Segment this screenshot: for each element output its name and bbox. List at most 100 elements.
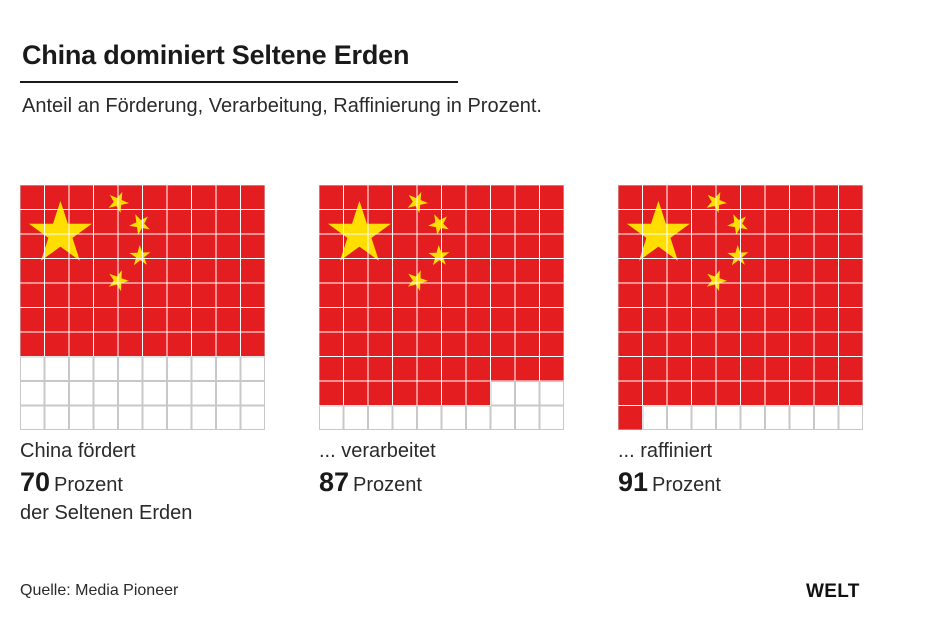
waffle-cell-filled [765,356,790,381]
waffle-cell-empty [466,405,491,430]
waffle-cell-filled [838,185,863,210]
waffle-cell-filled [191,185,216,210]
waffle-cell-empty [417,405,442,430]
empty-cell-outline [142,356,167,381]
waffle-cell-filled [319,234,344,259]
waffle-cell-empty [93,405,118,430]
waffle-cell-filled [118,185,143,210]
empty-cell-outline [20,381,45,406]
waffle-cell-empty [69,381,94,406]
caption-prefix: ... verarbeitet [319,440,436,462]
waffle-cell-filled [740,307,765,332]
waffle-cell-filled [814,381,839,406]
waffle-cell-filled [319,356,344,381]
waffle-cell-filled [240,185,265,210]
waffle-cell-filled [539,185,564,210]
waffle-cell-filled [642,307,667,332]
waffle-cell-filled [716,381,741,406]
waffle-cell-filled [441,381,466,406]
waffle-cell-filled [466,209,491,234]
caption-value: 91 [618,467,649,497]
waffle-cell-filled [368,356,393,381]
waffle-cell-empty [216,405,241,430]
waffle-cell-filled [838,234,863,259]
flag-small-star [108,192,129,213]
caption-suffix: der Seltenen Erden [20,502,193,524]
waffle-cell-filled [392,332,417,357]
waffle-cell-filled [142,332,167,357]
empty-cell-outline [417,405,442,430]
waffle-cell-filled [69,332,94,357]
welt-logo: WELT [806,581,860,602]
waffle-cell-filled [216,234,241,259]
waffle-cell-filled [216,185,241,210]
empty-cell-outline [515,381,540,406]
waffle-cell-filled [466,356,491,381]
waffle-cell-filled [44,332,69,357]
waffle-cell-empty [44,405,69,430]
waffle-cell-filled [765,234,790,259]
waffle-cell-empty [740,405,765,430]
caption-prefix: ... raffiniert [618,440,713,462]
empty-cell-outline [69,405,94,430]
empty-cell-outline [93,405,118,430]
waffle-cell-filled [667,332,692,357]
empty-cell-outline [44,405,69,430]
waffle-cell-empty [20,405,45,430]
waffle-cell-filled [515,332,540,357]
caption-unit: Prozent [54,474,123,496]
waffle-cell-filled [191,209,216,234]
waffle-cell-empty [118,405,143,430]
waffle-cell-filled [515,258,540,283]
waffle-cell-empty [20,381,45,406]
waffle-cell-filled [838,209,863,234]
waffle-cell-filled [740,185,765,210]
waffle-cell-filled [392,283,417,308]
waffle-cell-filled [618,283,643,308]
source-note: Quelle: Media Pioneer [20,582,179,599]
waffle-cell-filled [417,356,442,381]
caption-prefix: China fördert [20,440,136,462]
waffle-cell-filled [691,332,716,357]
empty-cell-outline [466,405,491,430]
flag-big-star [28,200,92,261]
empty-cell-outline [838,405,863,430]
caption-unit: Prozent [353,474,422,496]
chart-title: China dominiert Seltene Erden [22,40,410,70]
waffle-cell-filled [167,209,192,234]
waffle-cell-filled [789,283,814,308]
waffle-cell-filled [69,258,94,283]
waffle-cell-filled [691,209,716,234]
waffle-cell-empty [515,381,540,406]
waffle-cell-filled [618,356,643,381]
waffle-cell-filled [240,307,265,332]
waffle-cell-filled [838,332,863,357]
empty-cell-outline [240,405,265,430]
waffle-cell-filled [765,381,790,406]
waffle-cell-filled [191,307,216,332]
waffle-cell-filled [814,283,839,308]
waffle-cell-filled [642,381,667,406]
caption-value: 87 [319,467,350,497]
waffle-cell-filled [466,332,491,357]
empty-cell-outline [69,356,94,381]
empty-cell-outline [319,405,344,430]
empty-cell-outline [539,405,564,430]
waffle-cell-filled [44,185,69,210]
waffle-cell-filled [191,332,216,357]
empty-cell-outline [118,405,143,430]
empty-cell-outline [191,405,216,430]
waffle-cell-filled [515,307,540,332]
waffle-cell-filled [441,307,466,332]
waffle-cell-empty [240,381,265,406]
title-underline [20,81,458,83]
empty-cell-outline [118,356,143,381]
waffle-cell-empty [814,405,839,430]
waffle-cell-empty [539,405,564,430]
empty-cell-outline [642,405,667,430]
waffle-cell-filled [93,283,118,308]
empty-cell-outline [191,356,216,381]
waffle-cell-filled [216,307,241,332]
waffle-cell-filled [490,307,515,332]
waffle-cell-filled [838,307,863,332]
